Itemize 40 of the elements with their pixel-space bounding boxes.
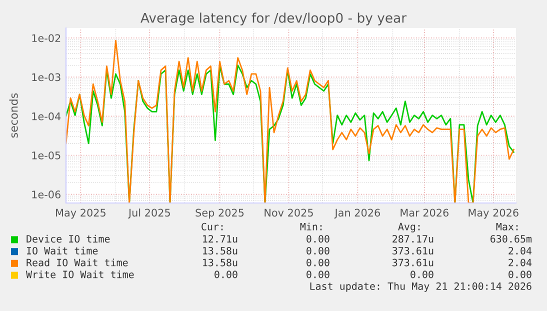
text: 12.71u bbox=[203, 235, 238, 243]
text: 13.58u bbox=[203, 246, 238, 255]
line-series bbox=[66, 40, 514, 203]
y-tick-label: 1e-05 bbox=[32, 151, 60, 160]
text: Max: bbox=[496, 222, 518, 230]
legend-label: Device IO time bbox=[26, 234, 110, 243]
text: Last update: Thu May 21 21:00:14 2026 bbox=[310, 282, 532, 292]
y-tick-label: 1e-06 bbox=[32, 190, 60, 198]
y-tick-label: 1e-04 bbox=[32, 112, 61, 120]
x-tick-label: Sep 2025 bbox=[196, 208, 244, 219]
text: 0.00 bbox=[508, 270, 532, 278]
text: 0.00 bbox=[214, 270, 238, 278]
x-tick-label: Mar 2026 bbox=[400, 208, 448, 217]
text: 0.00 bbox=[306, 246, 330, 255]
chart-title: Average latency for /dev/loop0 - by year bbox=[140, 12, 407, 26]
text: 0.00 bbox=[306, 235, 330, 243]
x-tick-label: Jan 2026 bbox=[334, 208, 380, 219]
y-axis-title: seconds bbox=[9, 93, 18, 138]
legend-label: IO Wait time bbox=[26, 246, 98, 255]
text: 0.00 bbox=[306, 258, 330, 266]
legend-label: Write IO Wait time bbox=[26, 270, 134, 278]
y-tick-label: 1e-02 bbox=[32, 34, 60, 42]
text: 287.17u bbox=[392, 235, 434, 243]
text: 2.04 bbox=[508, 246, 532, 255]
text: 0.00 bbox=[306, 270, 330, 278]
text: 2.04 bbox=[508, 258, 532, 266]
x-tick-label: May 2025 bbox=[56, 208, 106, 219]
x-tick-label: Jul 2025 bbox=[128, 208, 170, 219]
x-tick-label: Nov 2025 bbox=[264, 208, 313, 217]
legend-label: Read IO Wait time bbox=[26, 258, 128, 266]
text: 373.61u bbox=[392, 258, 434, 266]
x-tick-label: May 2026 bbox=[468, 208, 518, 219]
text: 0.00 bbox=[410, 270, 434, 278]
text: 13.58u bbox=[203, 258, 238, 266]
y-tick-label: 1e-03 bbox=[32, 73, 60, 82]
text: Min: bbox=[300, 222, 322, 230]
text: Avg: bbox=[398, 222, 420, 232]
text: 630.65m bbox=[490, 235, 532, 243]
text: Cur: bbox=[202, 222, 223, 230]
text: 373.61u bbox=[392, 246, 434, 255]
